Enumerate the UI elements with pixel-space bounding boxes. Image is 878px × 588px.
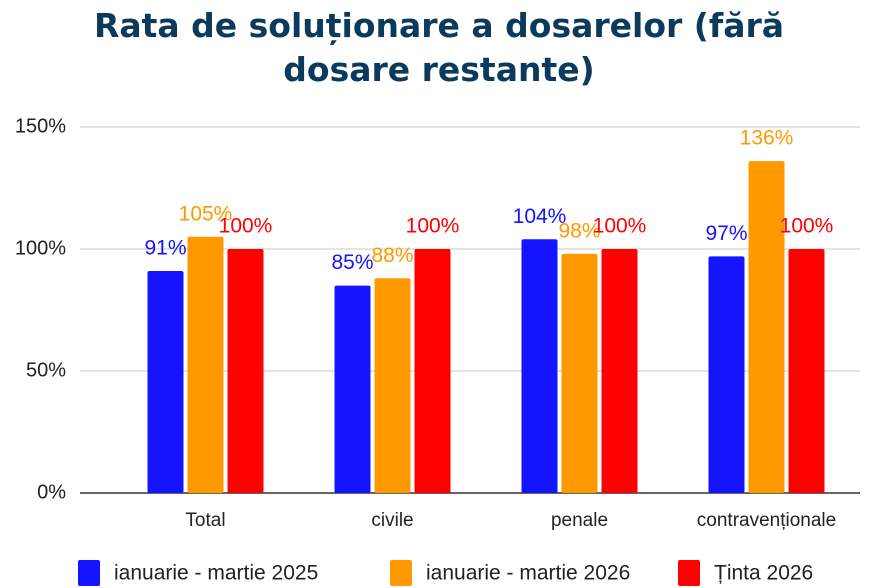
bar	[601, 249, 638, 493]
value-label: 91%	[144, 237, 186, 260]
bar	[374, 278, 411, 493]
value-label: 98%	[558, 219, 600, 242]
value-label: 100%	[780, 215, 834, 238]
y-tick-label: 0%	[37, 481, 66, 503]
y-tick-label: 50%	[26, 359, 66, 381]
value-label: 85%	[331, 251, 373, 274]
value-label: 105%	[179, 202, 233, 225]
legend-swatch	[390, 560, 412, 586]
bar	[788, 249, 825, 493]
legend-label: Ținta 2026	[714, 562, 813, 585]
bar	[561, 253, 598, 493]
value-label: 100%	[406, 215, 460, 238]
bar	[414, 249, 451, 493]
bar	[334, 285, 371, 493]
value-label: 100%	[219, 215, 273, 238]
value-label: 97%	[705, 222, 747, 245]
chart-title: Rata de soluționare a dosarelor (fără do…	[93, 6, 785, 89]
legend-label: ianuarie - martie 2026	[426, 562, 630, 585]
bar	[521, 239, 558, 493]
bar	[187, 236, 224, 494]
x-tick-label: contravenționale	[697, 510, 836, 531]
legend-label: ianuarie - martie 2025	[114, 562, 318, 585]
bar	[227, 249, 264, 493]
legend-swatch	[78, 560, 100, 586]
legend-swatch	[678, 560, 700, 586]
value-label: 104%	[513, 205, 567, 228]
value-label: 88%	[371, 244, 413, 267]
value-label: 136%	[740, 127, 794, 150]
bar	[708, 256, 745, 493]
x-tick-label: penale	[551, 510, 608, 531]
y-tick-label: 150%	[15, 115, 66, 137]
bar	[748, 161, 785, 493]
x-tick-label: civile	[371, 510, 413, 531]
value-label: 100%	[593, 215, 647, 238]
x-tick-label: Total	[185, 510, 225, 531]
y-tick-label: 100%	[15, 237, 66, 259]
bar	[147, 270, 184, 493]
